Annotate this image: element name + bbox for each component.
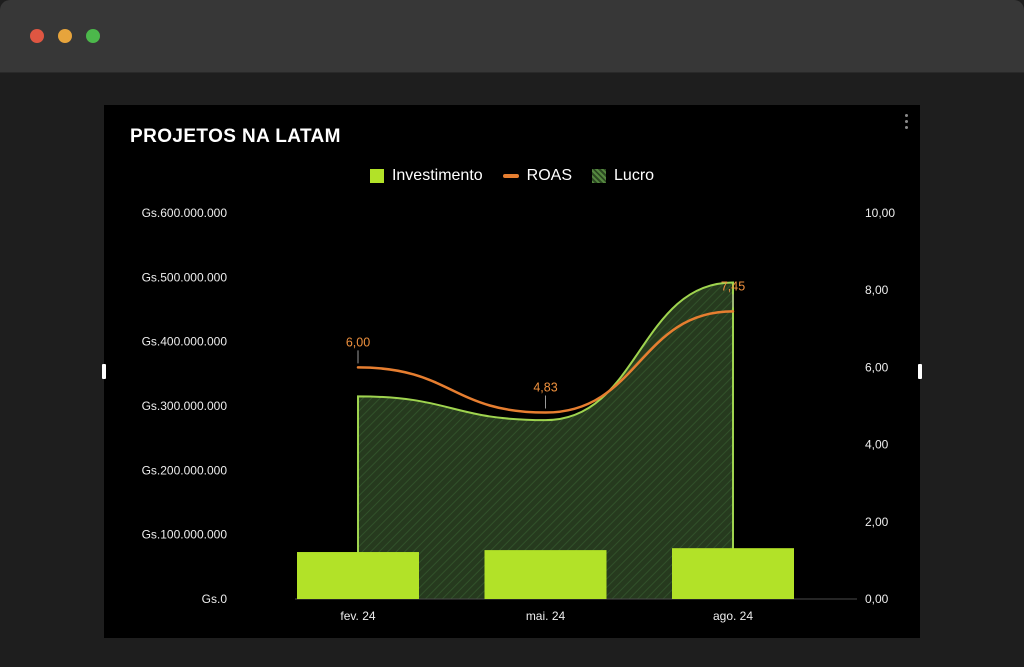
y-axis-right-label: 2,00 <box>865 515 889 529</box>
chart-panel: PROJETOS NA LATAM Investimento ROAS Lucro … <box>102 105 922 638</box>
bar-investimento[interactable] <box>672 548 794 599</box>
legend-label: Lucro <box>614 167 655 184</box>
y-axis-left-label: Gs.600.000.000 <box>142 206 228 220</box>
legend-swatch-roas <box>502 174 519 178</box>
y-axis-left-label: Gs.200.000.000 <box>142 463 228 477</box>
legend-swatch-investimento <box>369 169 384 183</box>
bar-investimento[interactable] <box>297 552 419 599</box>
y-axis-left-label: Gs.0 <box>202 592 228 606</box>
y-axis-right-label: 0,00 <box>865 592 889 606</box>
y-axis-left-label: Gs.100.000.000 <box>142 528 228 542</box>
y-axis-right-label: 10,00 <box>865 206 895 220</box>
titlebar <box>0 0 1024 73</box>
legend-label: Investimento <box>391 167 483 184</box>
roas-data-label: 6,00 <box>346 335 370 349</box>
x-axis-label: mai. 24 <box>526 609 566 623</box>
lucro-area-outline <box>357 281 734 599</box>
y-axis-right-label: 8,00 <box>865 283 889 297</box>
chart-legend: Investimento ROAS Lucro <box>104 167 920 185</box>
y-axis-right-label: 4,00 <box>865 438 889 452</box>
panel-edge-handle-left[interactable] <box>102 364 106 379</box>
bar-investimento[interactable] <box>484 550 607 599</box>
legend-item-roas[interactable]: ROAS <box>502 167 573 185</box>
y-axis-left-label: Gs.500.000.000 <box>142 270 228 284</box>
minimize-button[interactable] <box>58 29 72 43</box>
zoom-button[interactable] <box>86 29 100 43</box>
roas-data-label: 7,45 <box>721 279 745 293</box>
y-axis-left-label: Gs.400.000.000 <box>142 335 228 349</box>
kebab-menu-icon[interactable] <box>899 111 914 132</box>
chart-title: PROJETOS NA LATAM <box>130 126 341 147</box>
legend-item-investimento[interactable]: Investimento <box>369 167 483 185</box>
legend-swatch-lucro <box>592 169 607 183</box>
panel-edge-handle-right[interactable] <box>918 364 922 379</box>
roas-data-label: 4,83 <box>533 381 557 395</box>
chart-canvas: 6,00 4,83 7,45 Gs.600.000.000 Gs.500.000.000… <box>142 206 896 623</box>
x-axis-label: fev. 24 <box>340 609 375 623</box>
x-axis-label: ago. 24 <box>713 609 753 623</box>
legend-label: ROAS <box>526 167 573 184</box>
y-axis-right-label: 6,00 <box>865 360 889 374</box>
close-button[interactable] <box>30 29 44 43</box>
y-axis-left-label: Gs.300.000.000 <box>142 399 228 413</box>
roas-line <box>356 310 735 414</box>
legend-item-lucro[interactable]: Lucro <box>592 167 654 185</box>
